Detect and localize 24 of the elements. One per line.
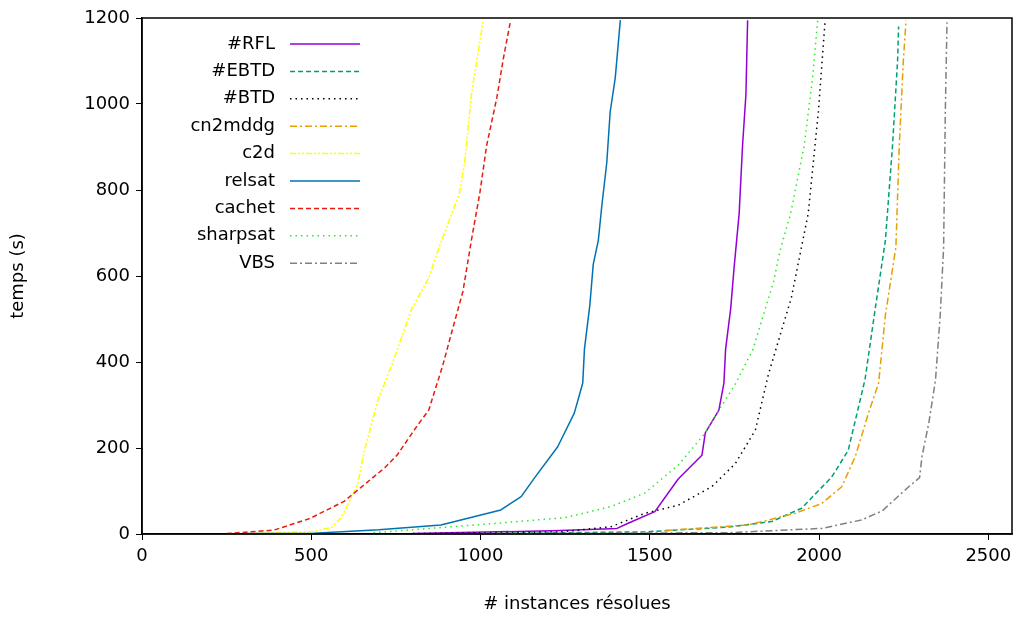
y-tick-label: 0 [118, 521, 130, 543]
y-axis-title: temps (s) [6, 233, 28, 319]
x-tick-label: 1500 [626, 544, 673, 566]
legend-label: c2d [242, 141, 275, 163]
y-tick-label: 1000 [84, 91, 130, 113]
legend-label: sharpsat [196, 223, 275, 245]
x-tick-label: 500 [294, 544, 329, 566]
x-tick-label: 1000 [457, 544, 504, 566]
legend-label: cn2mddg [190, 113, 275, 135]
y-tick-label: 800 [95, 177, 130, 199]
y-tick-label: 400 [95, 349, 130, 371]
x-tick-label: 0 [136, 544, 148, 566]
legend-label: #RFL [227, 31, 275, 53]
legend-label: relsat [224, 168, 275, 190]
y-tick-label: 200 [95, 435, 130, 457]
x-tick-label: 2500 [965, 544, 1012, 566]
legend-label: #EBTD [211, 59, 275, 81]
x-tick-label: 2000 [796, 544, 842, 566]
legend-label: #BTD [222, 86, 275, 108]
y-tick-label: 600 [95, 263, 130, 285]
y-tick-label: 1200 [84, 5, 130, 27]
legend-label: cachet [214, 196, 275, 218]
x-axis-title: # instances résolues [483, 591, 671, 613]
legend-label: VBS [239, 250, 275, 272]
